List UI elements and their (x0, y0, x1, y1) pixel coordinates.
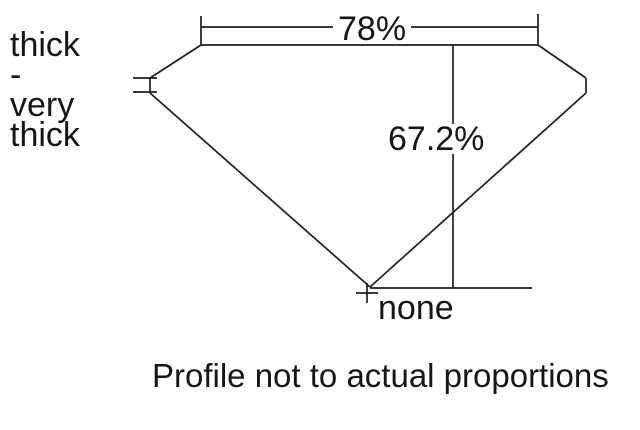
depth-percent-label: 67.2% (383, 122, 490, 156)
pavilion-left-facet-line (149, 92, 371, 288)
crown-right-facet-line (537, 44, 587, 79)
girdle-thickness-line: thick (10, 116, 80, 154)
girdle-thickness-line: very (10, 86, 75, 124)
crown-left-facet-line (149, 44, 202, 79)
pavilion-right-facet-line (369, 92, 587, 288)
diagram-caption: Profile not to actual proportions (152, 357, 609, 394)
girdle-thickness-line: thick (10, 26, 80, 64)
girdle-thickness-line: - (10, 56, 22, 94)
culet-size-label: none (378, 289, 454, 327)
table-percent-label: 78% (333, 12, 412, 46)
girdle-thickness-label: thick - very thick (10, 26, 80, 154)
